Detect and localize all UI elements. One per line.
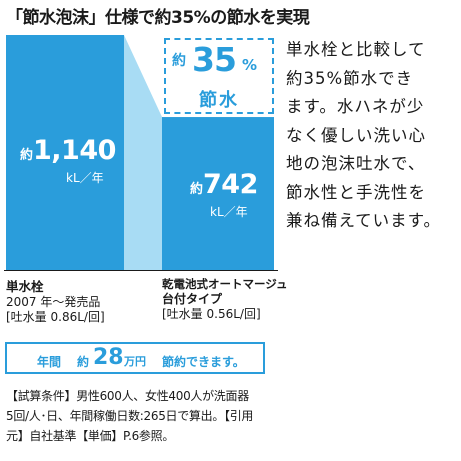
- savings-percent-badge: 約 35 % 節水: [164, 38, 274, 114]
- badge-percent: 35: [192, 40, 237, 79]
- bar-unit-auto-faucet: kL／年: [210, 205, 248, 220]
- bar-single-faucet: [6, 35, 124, 270]
- connector-band: [124, 35, 162, 270]
- bar-value-single-faucet: 約1,140: [20, 135, 116, 166]
- category-label-auto-faucet: 乾電池式オートマージュ 台付タイプ [吐水量 0.56L/回]: [162, 277, 288, 321]
- calculation-conditions: 【試算条件】男性600人、女性400人が洗面器 5回/人･日、年間稼働日数:26…: [6, 389, 254, 443]
- annual-savings-box: 年間 約 28 万円 節約できます。: [5, 342, 265, 374]
- bar-auto-faucet: [162, 117, 274, 271]
- category-label-single-faucet: 単水栓 2007 年～発売品 [吐水量 0.86L/回]: [6, 279, 105, 324]
- description-text: 単水栓と比較して 約35%節水でき ます。水ハネが少 なく優しい洗い心 地の泡沫…: [286, 40, 442, 230]
- bar-unit-single-faucet: kL／年: [66, 171, 104, 185]
- page-title: 「節水泡沫」仕様で約35%の節水を実現: [6, 8, 310, 28]
- badge-label: 節水: [199, 90, 239, 111]
- badge-percent-sign: %: [242, 56, 258, 74]
- badge-prefix: 約: [172, 53, 186, 69]
- bar-value-auto-faucet: 約742: [190, 169, 258, 201]
- savings-amount: 28: [93, 345, 124, 370]
